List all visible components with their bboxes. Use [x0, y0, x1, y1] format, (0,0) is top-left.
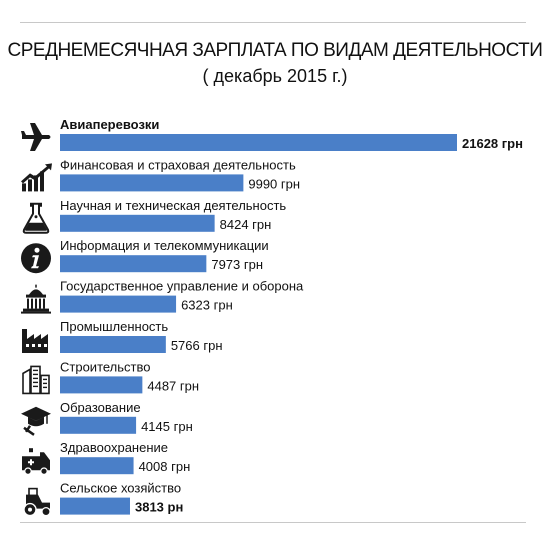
- chart-subtitle: ( декабрь 2015 г.): [202, 66, 348, 86]
- flask-icon: [22, 202, 50, 234]
- value-label: 21628 грн: [462, 136, 523, 151]
- rising-chart-icon: [21, 163, 52, 192]
- data-bar: [60, 497, 130, 515]
- data-bar: [60, 214, 215, 232]
- chart-row: Научная и техническая деятельность 8424 г…: [22, 198, 286, 234]
- value-label: 4145 грн: [141, 419, 193, 434]
- value-label: 3813 рн: [135, 500, 183, 515]
- category-label: Промышленность: [60, 319, 168, 334]
- value-label: 4008 грн: [139, 459, 191, 474]
- category-label: Государственное управление и оборона: [60, 279, 304, 294]
- chart-row: Государственное управление и оборона 6323…: [21, 279, 304, 314]
- chart-row: Строительство 4487 грн: [22, 359, 199, 395]
- category-label: Здравоохранение: [60, 440, 168, 455]
- data-bar: [60, 416, 137, 434]
- category-label: Сельское хозяйство: [60, 481, 181, 496]
- category-label: Финансовая и страховая деятельность: [60, 157, 296, 172]
- top-divider: [20, 22, 526, 23]
- category-label: Научная и техническая деятельность: [60, 198, 286, 213]
- factory-icon: [22, 329, 48, 353]
- value-label: 5766 грн: [171, 338, 223, 353]
- airplane-icon: [21, 123, 51, 151]
- value-label: 4487 грн: [147, 378, 199, 393]
- data-bar: [60, 376, 143, 394]
- data-bar: [60, 295, 177, 313]
- chart-row: Информация и телекоммуникации 7973 грн: [21, 238, 269, 274]
- data-bar: [60, 134, 457, 151]
- chart-row: Сельское хозяйство 3813 рн: [23, 481, 183, 517]
- buildings-icon: [22, 365, 50, 395]
- graduation-cap-icon: [21, 406, 51, 436]
- info-icon: [21, 243, 51, 274]
- data-bar: [60, 457, 134, 475]
- chart-row: Финансовая и страховая деятельность 9990 …: [21, 157, 300, 192]
- chart-row: Авиаперевозки 21628 грн: [21, 117, 523, 151]
- ambulance-icon: [22, 448, 50, 476]
- chart-title: СРЕДНЕМЕСЯЧНАЯ ЗАРПЛАТА ПО ВИДАМ ДЕЯТЕЛЬ…: [7, 40, 543, 61]
- bottom-divider: [20, 522, 526, 523]
- tractor-icon: [23, 487, 51, 517]
- category-label: Строительство: [60, 359, 150, 374]
- value-label: 6323 грн: [181, 298, 233, 313]
- value-label: 9990 грн: [248, 176, 300, 191]
- value-label: 7973 грн: [211, 257, 263, 272]
- category-label: Авиаперевозки: [60, 117, 159, 132]
- value-label: 8424 грн: [220, 217, 272, 232]
- data-bar: [60, 174, 244, 192]
- category-label: Информация и телекоммуникации: [60, 238, 269, 253]
- data-bar: [60, 255, 207, 273]
- category-label: Образование: [60, 400, 141, 415]
- chart-row: Здравоохранение 4008 грн: [22, 440, 191, 476]
- government-building-icon: [21, 284, 51, 314]
- data-bar: [60, 336, 166, 353]
